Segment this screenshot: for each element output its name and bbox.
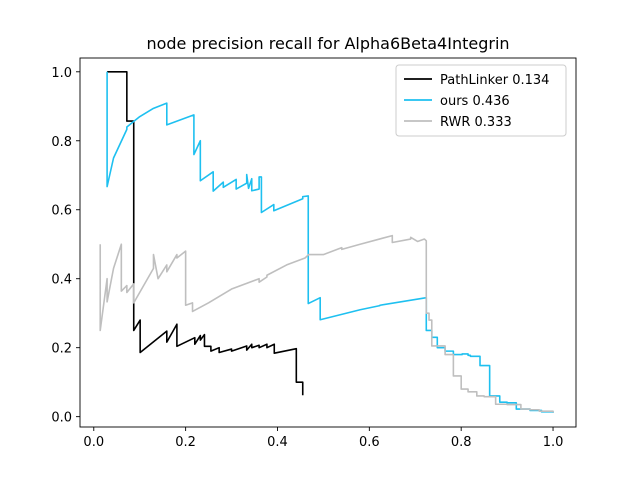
y-tick-label: 0.6 [51, 204, 72, 219]
y-tick-label: 0.8 [51, 135, 72, 150]
x-tick-label: 0.8 [451, 435, 472, 450]
x-tick-label: 0.2 [175, 435, 196, 450]
legend-label: ours 0.436 [440, 94, 510, 109]
y-tick-label: 0.0 [51, 411, 72, 426]
plot-frame [79, 57, 577, 428]
x-tick-label: 1.0 [543, 435, 564, 450]
y-tick-label: 0.4 [51, 273, 72, 288]
y-tick-label: 0.2 [51, 342, 72, 357]
series-line-1 [107, 70, 304, 396]
x-tick-label: 0.0 [83, 435, 104, 450]
legend-label: RWR 0.333 [440, 115, 512, 130]
axes-layer: 0.0 0.2 0.4 0.6 0.8 1.0 0.0 0.2 0.4 0.6 0.8 1.0 [51, 57, 577, 450]
legend: PathLinker 0.134 ours 0.436 RWR 0.333 [395, 64, 567, 137]
x-tick-label: 0.4 [267, 435, 288, 450]
legend-box [395, 64, 567, 137]
series-line-3 [99, 234, 554, 413]
x-tick-label: 0.6 [359, 435, 380, 450]
chart-title: node precision recall for Alpha6Beta4Int… [146, 34, 509, 53]
legend-label: PathLinker 0.134 [440, 73, 549, 88]
series-layer [99, 70, 554, 413]
y-tick-label: 1.0 [51, 66, 72, 81]
